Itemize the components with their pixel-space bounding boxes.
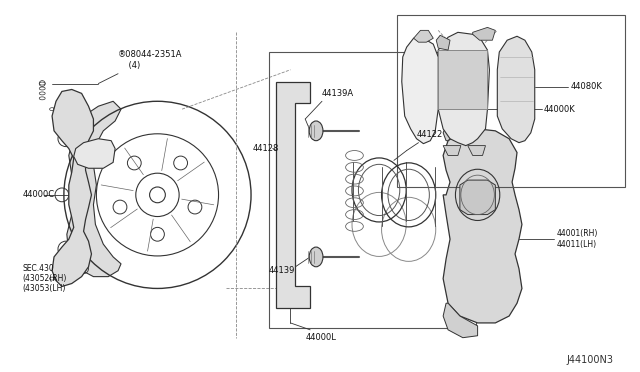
Polygon shape bbox=[460, 180, 495, 215]
Text: ®08044-2351A
    (4): ®08044-2351A (4) bbox=[118, 50, 182, 70]
Polygon shape bbox=[443, 303, 477, 338]
Text: 44000L: 44000L bbox=[305, 333, 336, 342]
Polygon shape bbox=[443, 113, 477, 141]
Polygon shape bbox=[436, 32, 490, 145]
Polygon shape bbox=[413, 31, 433, 42]
Polygon shape bbox=[67, 101, 121, 277]
Ellipse shape bbox=[309, 121, 323, 141]
Text: 44139: 44139 bbox=[269, 266, 295, 275]
Polygon shape bbox=[402, 38, 438, 144]
Text: 44122: 44122 bbox=[417, 130, 443, 139]
Text: 44080K: 44080K bbox=[570, 82, 602, 91]
Text: SEC.430: SEC.430 bbox=[22, 264, 54, 273]
Polygon shape bbox=[453, 96, 477, 303]
Bar bbox=[397, 15, 625, 187]
Polygon shape bbox=[276, 81, 310, 308]
Polygon shape bbox=[438, 50, 488, 109]
Polygon shape bbox=[443, 145, 461, 155]
Text: 44001(RH)
44011(LH): 44001(RH) 44011(LH) bbox=[556, 230, 598, 249]
Text: (43053(LH): (43053(LH) bbox=[22, 284, 66, 293]
Polygon shape bbox=[473, 28, 495, 40]
Polygon shape bbox=[468, 145, 486, 155]
Bar bbox=[269, 52, 476, 328]
Text: 44139A: 44139A bbox=[322, 89, 354, 98]
Polygon shape bbox=[436, 35, 450, 50]
Polygon shape bbox=[74, 139, 115, 168]
Polygon shape bbox=[497, 36, 535, 142]
Text: 44000C: 44000C bbox=[22, 190, 54, 199]
Text: J44100N3: J44100N3 bbox=[566, 355, 613, 365]
Text: (43052(RH): (43052(RH) bbox=[22, 274, 67, 283]
Ellipse shape bbox=[309, 247, 323, 267]
Text: 44128: 44128 bbox=[253, 144, 280, 153]
Polygon shape bbox=[443, 129, 522, 323]
Text: 44000K: 44000K bbox=[543, 105, 575, 114]
Polygon shape bbox=[52, 89, 93, 286]
